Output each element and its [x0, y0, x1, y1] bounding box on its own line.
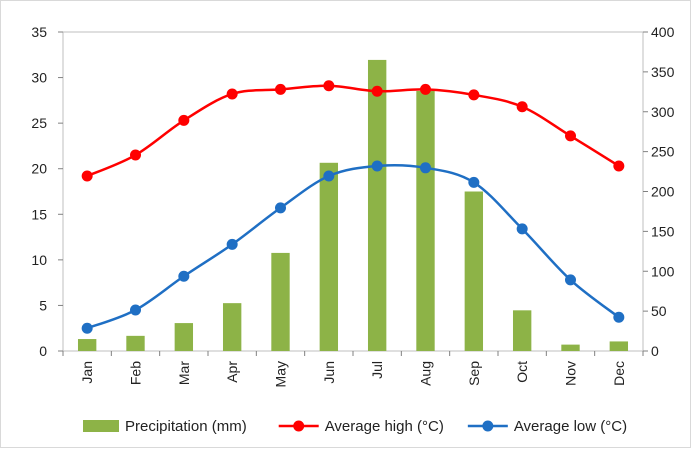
average-low-point: [371, 160, 383, 172]
average-high-point: [178, 114, 190, 126]
average-low-point: [275, 202, 286, 214]
average-high-point: [275, 83, 286, 95]
precipitation-bar: [512, 310, 532, 351]
precipitation-bar: [319, 162, 339, 351]
y-left-tick-label: 30: [31, 70, 47, 86]
average-high-point: [613, 160, 625, 172]
x-tick-label: Oct: [514, 361, 530, 383]
x-tick-label: Sep: [466, 361, 482, 386]
legend-label-precipitation: Precipitation (mm): [125, 418, 247, 435]
y-left-tick-label: 0: [39, 343, 47, 359]
average-high-line: [86, 84, 620, 178]
y-right-tick-label: 0: [651, 343, 659, 359]
precipitation-bar: [77, 339, 97, 351]
average-low-point: [323, 170, 335, 182]
x-tick-label: Feb: [128, 361, 144, 385]
y-right-tick-label: 350: [651, 64, 675, 80]
y-right-tick-label: 200: [651, 184, 675, 200]
x-tick-label: Mar: [176, 361, 192, 385]
precipitation-bar: [126, 335, 145, 351]
y-right-tick-label: 50: [651, 303, 667, 319]
average-high-point: [81, 170, 93, 182]
average-low-point: [178, 270, 190, 282]
y-left-tick-label: 35: [31, 24, 47, 40]
legend-swatch-marker-average-high: [293, 420, 305, 432]
y-right-tick-label: 300: [651, 104, 675, 120]
y-left-tick-label: 20: [31, 161, 47, 177]
average-high-point: [468, 89, 480, 101]
precipitation-bar: [561, 344, 580, 351]
y-right-tick-label: 150: [651, 223, 675, 239]
average-high-point: [565, 130, 576, 142]
legend-label-average-low: Average low (°C): [514, 418, 627, 435]
x-tick-label: Dec: [611, 361, 627, 386]
average-low-point: [613, 311, 625, 323]
average-high-point: [323, 80, 335, 92]
plot-area: [62, 31, 644, 352]
x-tick-label: Apr: [224, 361, 240, 383]
x-tick-label: May: [273, 361, 289, 387]
average-high-point: [130, 149, 141, 161]
precipitation-bar: [367, 59, 387, 351]
precipitation-bar: [271, 252, 290, 351]
y-right-tick-label: 250: [651, 144, 675, 160]
average-low-point: [81, 322, 93, 334]
average-low-point: [420, 162, 431, 174]
average-high-point: [371, 85, 383, 97]
average-low-point: [565, 274, 576, 286]
x-tick-label: Jun: [321, 361, 337, 384]
legend-label-average-high: Average high (°C): [325, 418, 444, 435]
average-high-point: [516, 101, 528, 113]
legend-swatch-marker-average-low: [482, 420, 494, 432]
average-high-point: [420, 83, 431, 95]
legend-swatch-precipitation: [83, 420, 119, 432]
average-low-line: [86, 163, 620, 330]
x-tick-label: Jul: [369, 361, 385, 379]
y-left-tick-label: 5: [39, 297, 47, 313]
precipitation-bar: [464, 191, 484, 351]
precipitation-bar: [609, 341, 629, 351]
x-tick-label: Aug: [418, 361, 434, 386]
x-tick-label: Nov: [563, 361, 579, 386]
precipitation-bar: [222, 303, 242, 351]
y-left-tick-label: 15: [31, 206, 47, 222]
precipitation-bar: [416, 91, 435, 351]
average-high-point: [226, 88, 238, 100]
x-tick-label: Jan: [79, 361, 95, 384]
y-right-tick-label: 400: [651, 24, 675, 40]
average-low-point: [516, 223, 528, 235]
y-left-tick-label: 25: [31, 115, 47, 131]
y-right-tick-label: 100: [651, 263, 675, 279]
average-low-point: [130, 304, 141, 316]
precipitation-bar: [174, 323, 194, 351]
y-left-tick-label: 10: [31, 252, 47, 268]
average-low-point: [468, 176, 480, 188]
average-low-point: [226, 238, 238, 250]
